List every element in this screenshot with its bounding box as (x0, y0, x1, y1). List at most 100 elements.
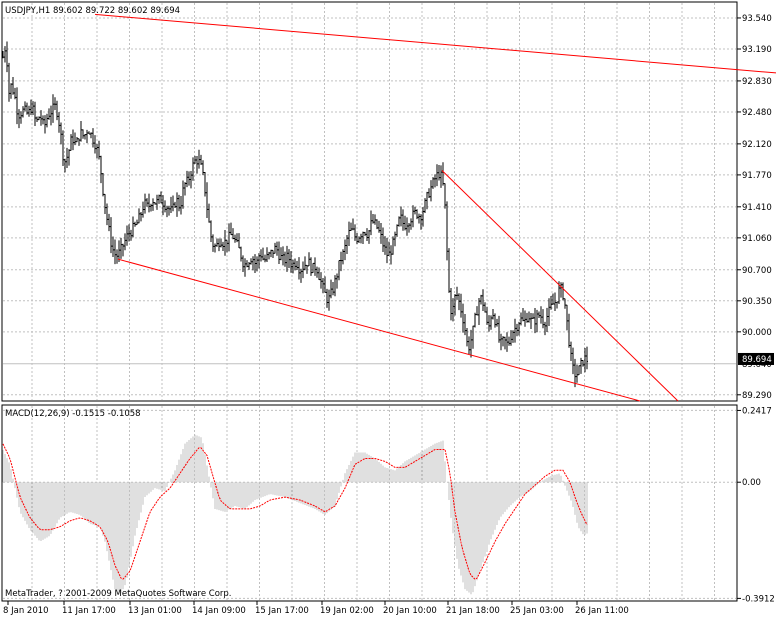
price-bar (390, 245, 392, 265)
price-bar (154, 202, 156, 205)
macd-tick-label: 0.2417 (742, 406, 772, 416)
trendline-2[interactable] (117, 258, 641, 402)
price-bar (468, 336, 470, 355)
price-bar (104, 193, 106, 214)
price-bar (314, 257, 316, 276)
price-tick-label: 91.060 (742, 234, 772, 244)
price-bar (62, 130, 64, 166)
price-bar (98, 140, 100, 160)
price-bar (42, 115, 44, 125)
price-bar (378, 220, 380, 233)
price-bar (232, 228, 234, 240)
price-bar (352, 218, 354, 231)
price-bar (218, 238, 220, 252)
price-bar (252, 256, 254, 271)
price-bar (112, 236, 114, 258)
price-bar (32, 101, 34, 115)
price-bar (126, 225, 128, 246)
price-bar (434, 174, 436, 188)
price-bar (12, 76, 14, 95)
price-bar (286, 245, 288, 272)
price-tick-label: 92.120 (742, 140, 772, 150)
price-bar (458, 293, 460, 311)
price-bar (56, 100, 58, 121)
price-bar (410, 218, 412, 230)
price-bar (300, 268, 302, 283)
price-bar (416, 209, 418, 220)
price-bar (474, 312, 476, 328)
price-bar (456, 286, 458, 300)
price-bar (14, 87, 16, 100)
price-bar (464, 314, 466, 336)
price-bar (404, 215, 406, 231)
price-bar (128, 224, 130, 242)
price-bar (54, 97, 56, 111)
price-bar (272, 249, 274, 259)
price-bar (70, 134, 72, 151)
price-bar (180, 195, 182, 215)
trendline-1[interactable] (94, 13, 776, 74)
price-bar (550, 296, 552, 310)
macd-axis[interactable]: 0.2417 0.00 -0.3912 (737, 406, 775, 604)
price-bar (242, 255, 244, 273)
price-bar (108, 213, 110, 232)
price-pane[interactable]: USDJPY,H1 89.602 89.722 89.602 89.694 (1, 1, 776, 402)
price-bar (178, 194, 180, 212)
price-bar (110, 217, 112, 254)
price-tick-label: 93.540 (742, 14, 772, 24)
price-bar (48, 108, 50, 120)
macd-title: MACD(12,26,9) -0.1515 -0.1058 (5, 409, 141, 419)
price-bar (80, 120, 82, 142)
price-bar (570, 341, 572, 362)
price-bar (466, 327, 468, 347)
price-bar (578, 365, 580, 376)
price-bar (100, 155, 102, 184)
price-bar (280, 247, 282, 261)
price-bar (534, 308, 536, 334)
price-bar (274, 242, 276, 254)
price-bar (414, 206, 416, 215)
price-bar (256, 256, 258, 272)
price-bar (16, 87, 18, 125)
price-bar (318, 267, 320, 281)
price-bar (330, 279, 332, 299)
price-bar (376, 219, 378, 230)
trendlines[interactable] (94, 13, 776, 402)
price-bar (312, 262, 314, 274)
price-bar (498, 315, 500, 343)
time-axis[interactable]: 8 Jan 2010 11 Jan 17:00 13 Jan 01:00 14 Jan… (3, 601, 629, 616)
price-bar (392, 236, 394, 255)
price-bar (574, 358, 576, 388)
price-bar (260, 249, 262, 262)
price-bar (516, 323, 518, 337)
trendline-3[interactable] (441, 170, 679, 402)
price-tick-label: 92.830 (742, 77, 772, 87)
price-bar (44, 115, 46, 134)
price-bar (208, 203, 210, 223)
macd-pane[interactable]: MACD(12,26,9) -0.1515 -0.1058 MetaTrader… (1, 404, 738, 602)
price-bar (246, 260, 248, 268)
price-bar (336, 273, 338, 289)
price-bar (92, 128, 94, 148)
price-bar (268, 251, 270, 260)
price-bar (482, 289, 484, 312)
price-bar (10, 83, 12, 99)
price-tick-label: 90.700 (742, 266, 772, 276)
price-bar (386, 237, 388, 264)
price-bar (564, 298, 566, 309)
price-bar (362, 231, 364, 245)
price-bar (430, 180, 432, 202)
price-bar (422, 207, 424, 227)
price-bar (324, 276, 326, 293)
price-bar (580, 357, 582, 374)
price-bar (524, 310, 526, 327)
price-bar (276, 241, 278, 256)
price-bar (38, 116, 40, 121)
price-bar (214, 243, 216, 253)
price-bar (254, 254, 256, 274)
price-axis[interactable]: 93.540 93.190 92.830 92.480 92.120 91.770 91.4… (737, 14, 774, 401)
price-bar (332, 282, 334, 296)
price-bar (472, 325, 474, 349)
price-bar (364, 231, 366, 237)
